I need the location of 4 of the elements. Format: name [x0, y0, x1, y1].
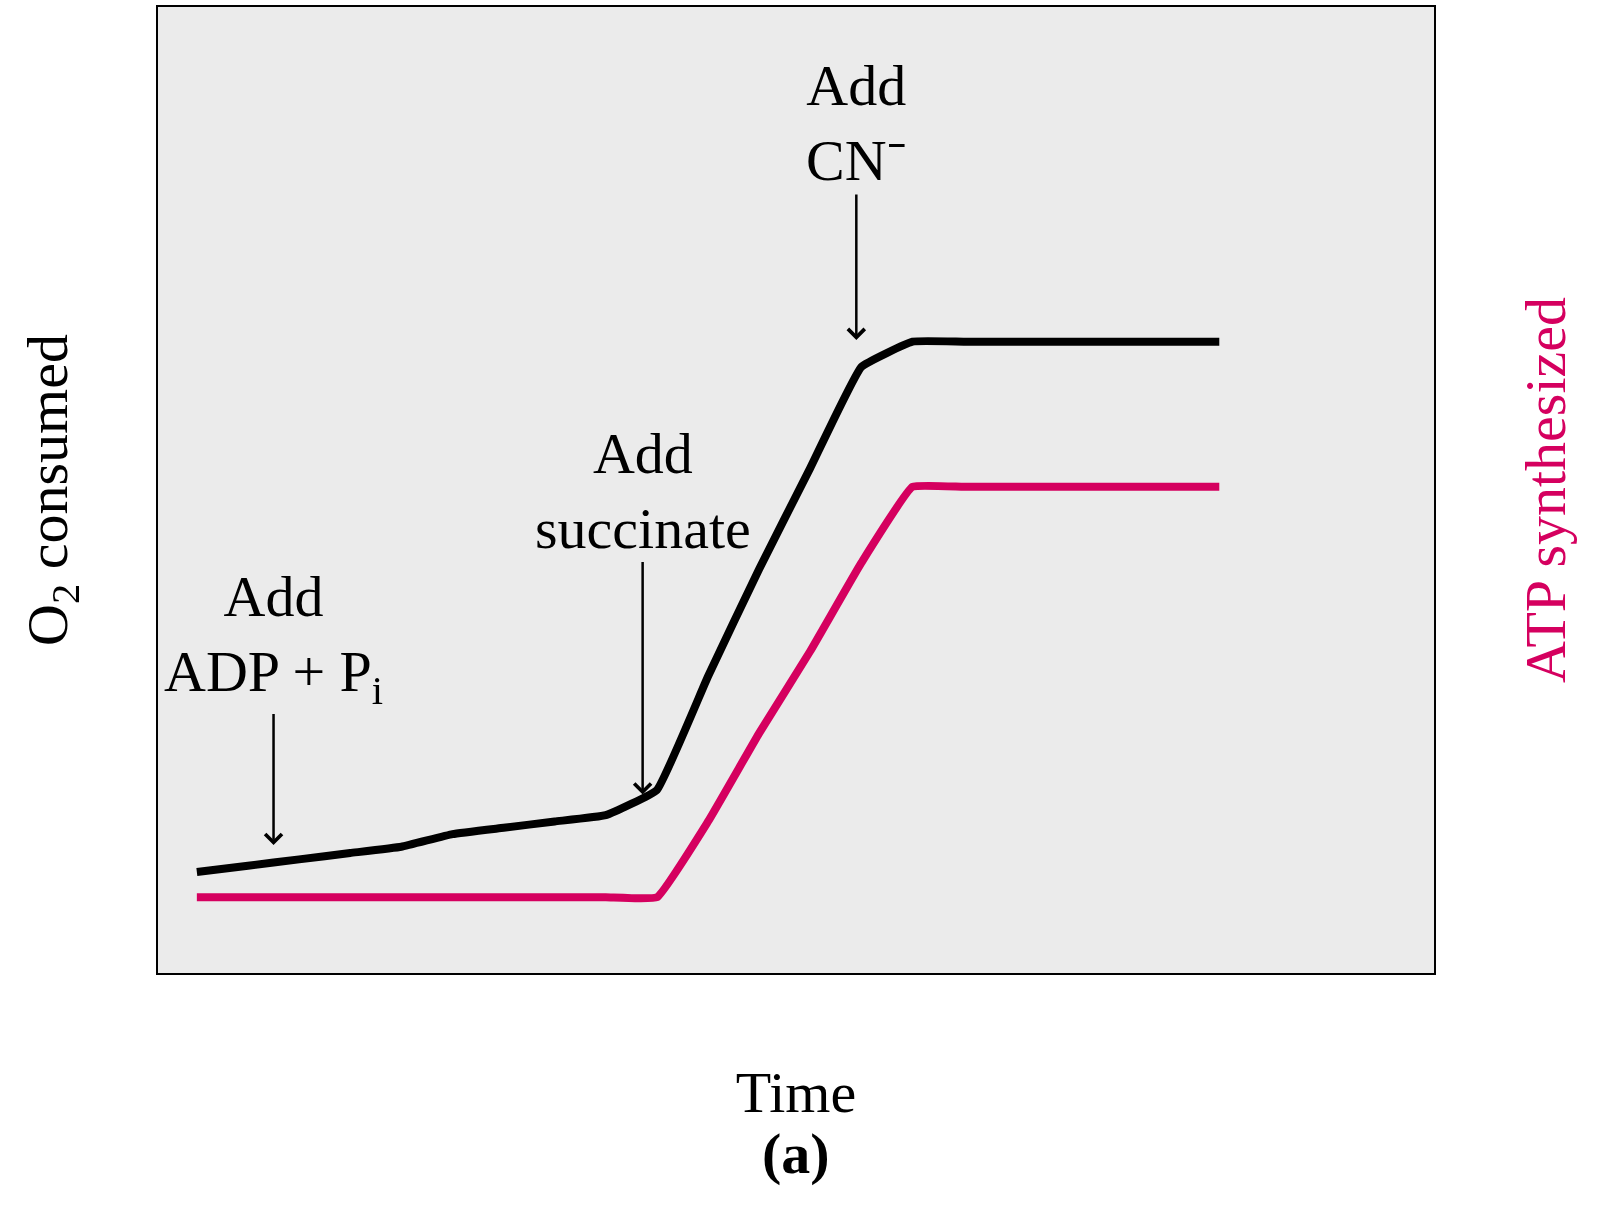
annotation: Add ADP + P$_{i}$ — [164, 564, 384, 713]
text: Add CN⁻ — [806, 53, 907, 194]
annotation: Add succinate — [535, 421, 751, 562]
y2-axis-title: ATP synthesized — [1513, 296, 1579, 684]
